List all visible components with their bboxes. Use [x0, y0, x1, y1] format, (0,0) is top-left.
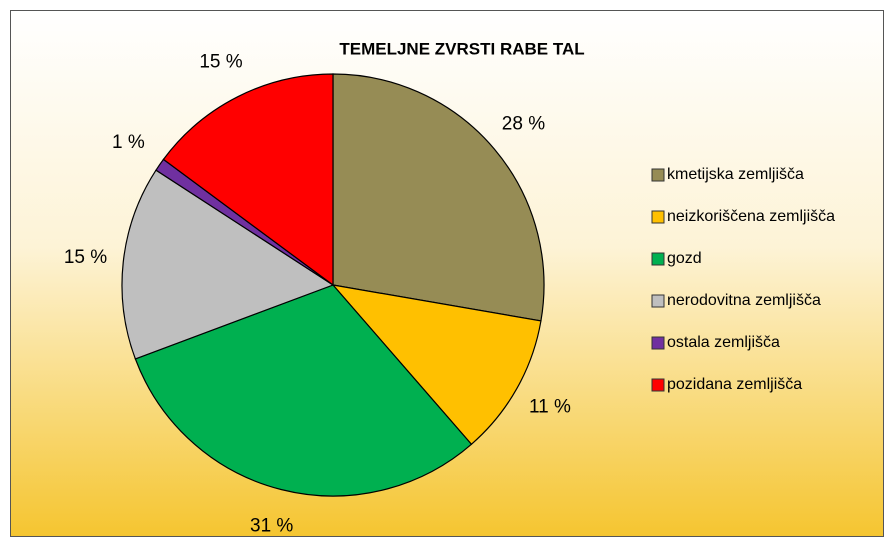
legend-swatch: [651, 294, 665, 308]
pie-slice: [332, 73, 545, 322]
legend-swatch: [651, 252, 665, 266]
legend-label: pozidana zemljišča: [667, 376, 802, 393]
pie-slice: [331, 284, 542, 446]
data-label: 15 %: [199, 52, 242, 73]
legend-label: gozd: [667, 250, 702, 267]
legend-label: ostala zemljišča: [667, 334, 780, 351]
data-label: 28 %: [502, 114, 545, 135]
legend-label: kmetijska zemljišča: [667, 166, 804, 183]
chart-title: TEMELJNE ZVRSTI RABE TAL: [339, 39, 584, 58]
data-label: 15 %: [64, 247, 107, 268]
pie-slice: [121, 169, 335, 360]
legend-label: nerodovitna zemljišča: [667, 292, 821, 309]
data-label: 11 %: [529, 396, 571, 417]
pie-slice: [134, 284, 473, 497]
legend-swatch: [651, 168, 665, 182]
data-label: 1 %: [112, 132, 145, 153]
legend-swatch: [651, 336, 665, 350]
data-label: 31 %: [250, 515, 293, 536]
legend-swatch: [651, 378, 665, 392]
legend-swatch: [651, 210, 665, 224]
legend-label: neizkoriščena zemljišča: [667, 208, 835, 225]
pie-slice: [162, 73, 334, 287]
